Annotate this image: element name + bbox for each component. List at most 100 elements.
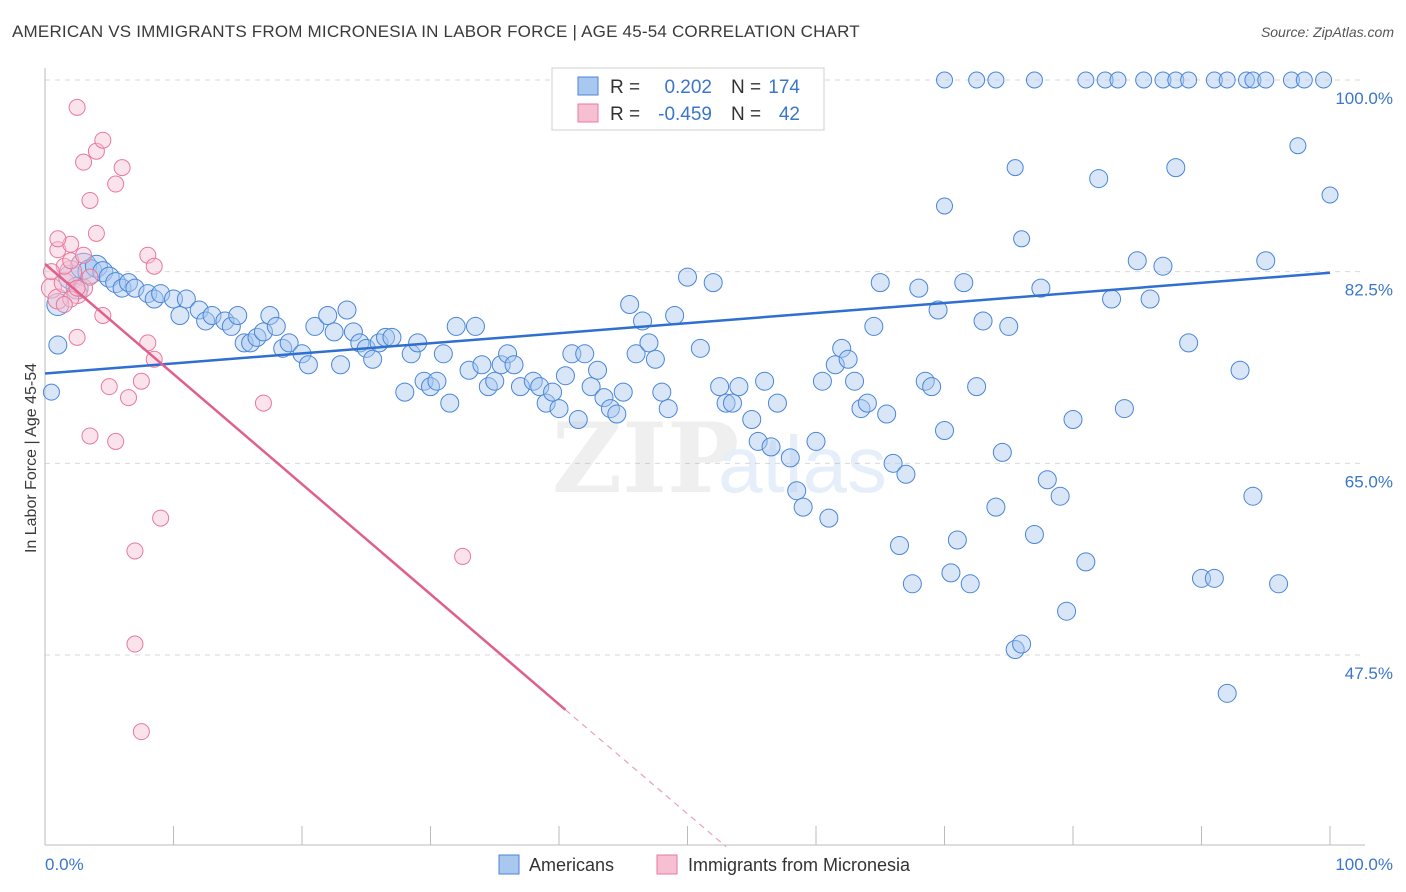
americans-point	[1037, 470, 1057, 490]
americans-point	[427, 371, 447, 391]
americans-point	[941, 563, 961, 583]
bottom-legend-americans: Americans	[529, 855, 614, 875]
micronesia-point	[68, 279, 86, 297]
americans-point	[954, 273, 974, 293]
americans-point	[987, 71, 1005, 89]
americans-point	[42, 383, 60, 401]
americans-point	[1257, 71, 1275, 89]
americans-point	[607, 404, 627, 424]
americans-point	[84, 254, 108, 278]
americans-point	[144, 289, 164, 309]
micronesia-point	[107, 175, 125, 193]
micronesia-point	[254, 394, 272, 412]
legend-r-label-1: R =	[610, 77, 640, 98]
bottom-legend: Americans Immigrants from Micronesia	[498, 854, 911, 875]
americans-point	[98, 266, 120, 288]
micronesia-point	[75, 246, 93, 264]
americans-point	[838, 349, 858, 369]
y-tick-label: 47.5%	[1345, 664, 1393, 683]
americans-point	[1025, 71, 1043, 89]
americans-point	[613, 382, 633, 402]
americans-point	[594, 388, 614, 408]
micronesia-point	[81, 427, 99, 445]
micronesia-point	[62, 252, 80, 270]
americans-point	[1089, 169, 1109, 189]
americans-point	[125, 278, 145, 298]
americans-point	[1005, 640, 1025, 660]
americans-point	[915, 371, 935, 391]
americans-point	[890, 535, 910, 555]
x-tick-label-min: 0.0%	[45, 855, 84, 874]
y-tick-label: 65.0%	[1345, 472, 1393, 491]
americans-point	[1218, 71, 1236, 89]
americans-point	[253, 322, 273, 342]
bottom-legend-micronesia: Immigrants from Micronesia	[688, 855, 911, 875]
americans-point	[819, 508, 839, 528]
americans-point	[986, 497, 1006, 517]
americans-point	[742, 410, 762, 430]
americans-point	[363, 349, 383, 369]
americans-point	[247, 327, 267, 347]
americans-point	[555, 366, 575, 386]
americans-point	[960, 574, 980, 594]
axes	[44, 68, 1365, 846]
legend-n-label-2: N =	[731, 104, 761, 125]
micronesia-point	[68, 328, 86, 346]
americans-point	[1096, 71, 1114, 89]
americans-point	[543, 382, 563, 402]
americans-point	[902, 574, 922, 594]
micronesia-point	[454, 547, 472, 565]
micronesia-trend-extension	[565, 709, 727, 848]
legend-n-value-2: 42	[779, 104, 800, 125]
americans-point	[1166, 158, 1186, 178]
americans-point	[1205, 71, 1223, 89]
americans-point	[761, 437, 781, 457]
americans-point	[568, 410, 588, 430]
watermark: ZIP atlas	[552, 402, 887, 515]
micronesia-point	[49, 230, 67, 248]
americans-point	[151, 284, 171, 304]
americans-point	[806, 431, 826, 451]
micronesia-point	[120, 389, 138, 407]
americans-point	[1179, 333, 1199, 353]
americans-points	[42, 71, 1339, 703]
americans-point	[787, 481, 807, 501]
americans-point	[1109, 71, 1127, 89]
americans-point	[331, 355, 351, 375]
americans-point	[935, 420, 954, 440]
americans-point	[228, 305, 248, 325]
americans-point	[870, 273, 890, 293]
americans-point	[1057, 601, 1077, 621]
chart-title: AMERICAN VS IMMIGRANTS FROM MICRONESIA I…	[12, 22, 860, 41]
americans-point	[337, 300, 357, 320]
americans-point	[1289, 137, 1307, 155]
americans-point	[581, 377, 601, 397]
micronesia-point	[100, 378, 118, 396]
americans-point	[498, 344, 518, 364]
americans-point	[549, 399, 569, 419]
americans-point	[922, 377, 942, 397]
americans-point	[1006, 159, 1024, 177]
americans-point	[343, 322, 363, 342]
americans-point	[1127, 251, 1147, 271]
y-axis-label: In Labor Force | Age 45-54	[23, 363, 40, 553]
americans-point	[703, 273, 723, 293]
americans-point	[928, 300, 948, 320]
micronesia-points	[40, 98, 472, 741]
americans-point	[600, 399, 620, 419]
americans-point	[716, 393, 736, 413]
americans-point	[896, 464, 916, 484]
americans-point	[575, 344, 595, 364]
micronesia-point	[81, 268, 99, 286]
legend-swatch-micronesia	[577, 103, 599, 123]
micronesia-point	[139, 246, 157, 264]
americans-point	[1012, 634, 1032, 654]
americans-point	[176, 289, 196, 309]
americans-point	[1217, 683, 1237, 703]
americans-point	[485, 371, 505, 391]
grid-lines	[45, 79, 1365, 656]
americans-point	[459, 360, 479, 380]
americans-point	[1167, 71, 1185, 89]
americans-point	[947, 530, 967, 550]
